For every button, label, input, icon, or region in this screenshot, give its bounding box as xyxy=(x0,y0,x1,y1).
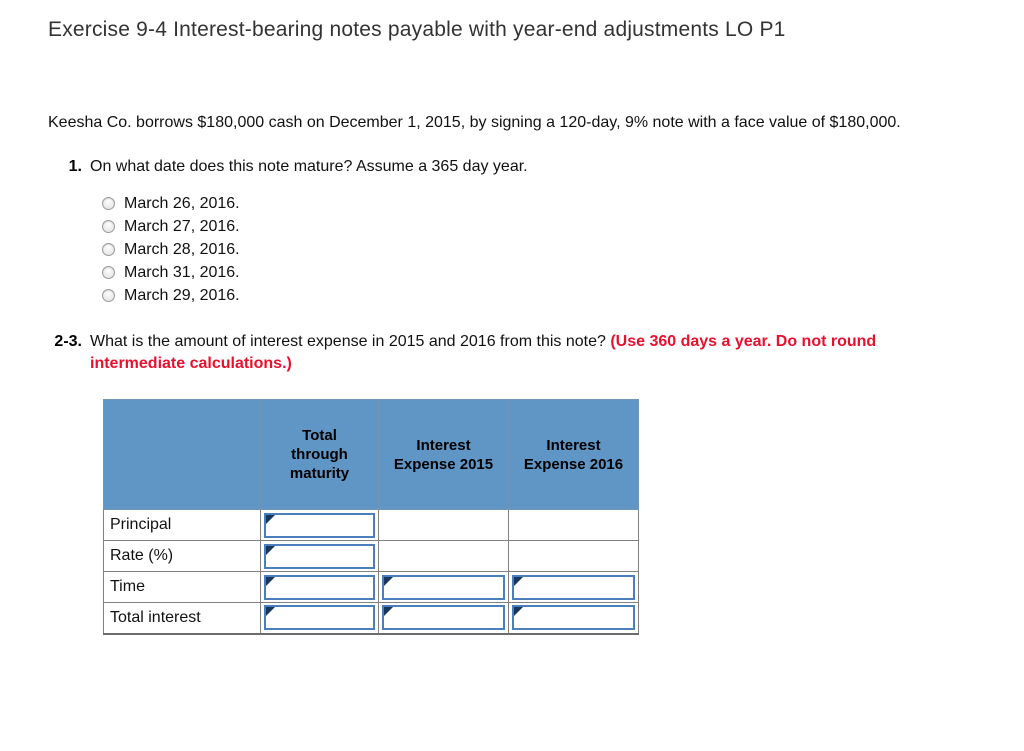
cell-marker-icon xyxy=(384,576,393,586)
radio-option-label: March 26, 2016. xyxy=(124,194,240,212)
intro-text: Keesha Co. borrows $180,000 cash on Dece… xyxy=(48,114,901,131)
radio-option-label: March 28, 2016. xyxy=(124,240,240,258)
table-header-cell: Interest Expense 2016 xyxy=(508,399,639,510)
answer-cell xyxy=(260,540,379,572)
cell-marker-icon xyxy=(514,576,523,586)
table-row: Principal xyxy=(103,509,639,541)
radio-option[interactable]: March 26, 2016. xyxy=(102,192,528,215)
question-1-text: On what date does this note mature? Assu… xyxy=(90,158,528,175)
question-2-3-note: (Use 360 days a year. Do not round inter… xyxy=(90,333,877,372)
cell-marker-icon xyxy=(266,576,275,586)
radio-option[interactable]: March 27, 2016. xyxy=(102,215,528,238)
table-header-row: Total through maturity Interest Expense 2… xyxy=(103,399,639,510)
row-label: Total interest xyxy=(103,602,261,634)
answer-input[interactable] xyxy=(264,543,375,569)
page-title: Exercise 9-4 Interest-bearing notes paya… xyxy=(48,18,786,41)
answer-input[interactable] xyxy=(382,605,505,631)
radio-option[interactable]: March 28, 2016. xyxy=(102,238,528,261)
question-1-body: On what date does this note mature? Assu… xyxy=(90,156,528,307)
table-corner-cell xyxy=(103,399,261,510)
empty-cell xyxy=(378,540,509,572)
table-row: Time xyxy=(103,571,639,603)
radio-button-icon[interactable] xyxy=(102,243,115,256)
answer-input[interactable] xyxy=(382,574,505,600)
cell-marker-icon xyxy=(266,514,275,524)
question-2-3-text: What is the amount of interest expense i… xyxy=(90,333,606,350)
answer-cell xyxy=(260,509,379,541)
table-row: Rate (%) xyxy=(103,540,639,572)
row-label: Principal xyxy=(103,509,261,541)
radio-button-icon[interactable] xyxy=(102,266,115,279)
table-header-cell: Interest Expense 2015 xyxy=(378,399,509,510)
row-label: Time xyxy=(103,571,261,603)
interest-expense-table: Total through maturity Interest Expense 2… xyxy=(103,399,639,635)
row-label: Rate (%) xyxy=(103,540,261,572)
question-1-number: 1. xyxy=(68,158,82,175)
answer-cell xyxy=(260,602,379,634)
answer-input[interactable] xyxy=(264,512,375,538)
answer-cell xyxy=(508,571,639,603)
answer-input[interactable] xyxy=(264,605,375,631)
answer-input[interactable] xyxy=(512,605,635,631)
radio-button-icon[interactable] xyxy=(102,289,115,302)
cell-marker-icon xyxy=(266,545,275,555)
answer-input[interactable] xyxy=(264,574,375,600)
question-2-3-body: What is the amount of interest expense i… xyxy=(90,331,918,375)
empty-cell xyxy=(508,509,639,541)
radio-button-icon[interactable] xyxy=(102,197,115,210)
radio-option[interactable]: March 31, 2016. xyxy=(102,261,528,284)
question-2-3: 2-3. What is the amount of interest expe… xyxy=(48,331,976,375)
answer-cell xyxy=(260,571,379,603)
table-row: Total interest xyxy=(103,602,639,634)
radio-option-label: March 27, 2016. xyxy=(124,217,240,235)
question-2-3-number: 2-3. xyxy=(54,333,82,350)
radio-button-icon[interactable] xyxy=(102,220,115,233)
empty-cell xyxy=(378,509,509,541)
table-header-cell: Total through maturity xyxy=(260,399,379,510)
radio-option-label: March 31, 2016. xyxy=(124,263,240,281)
answer-cell xyxy=(508,602,639,634)
answer-cell xyxy=(378,602,509,634)
radio-option[interactable]: March 29, 2016. xyxy=(102,284,528,307)
answer-input[interactable] xyxy=(512,574,635,600)
empty-cell xyxy=(508,540,639,572)
radio-option-label: March 29, 2016. xyxy=(124,286,240,304)
question-1-options: March 26, 2016. March 27, 2016. March 28, … xyxy=(102,192,528,307)
answer-cell xyxy=(378,571,509,603)
question-1: 1. On what date does this note mature? A… xyxy=(48,156,976,307)
cell-marker-icon xyxy=(384,607,393,617)
cell-marker-icon xyxy=(266,607,275,617)
cell-marker-icon xyxy=(514,607,523,617)
